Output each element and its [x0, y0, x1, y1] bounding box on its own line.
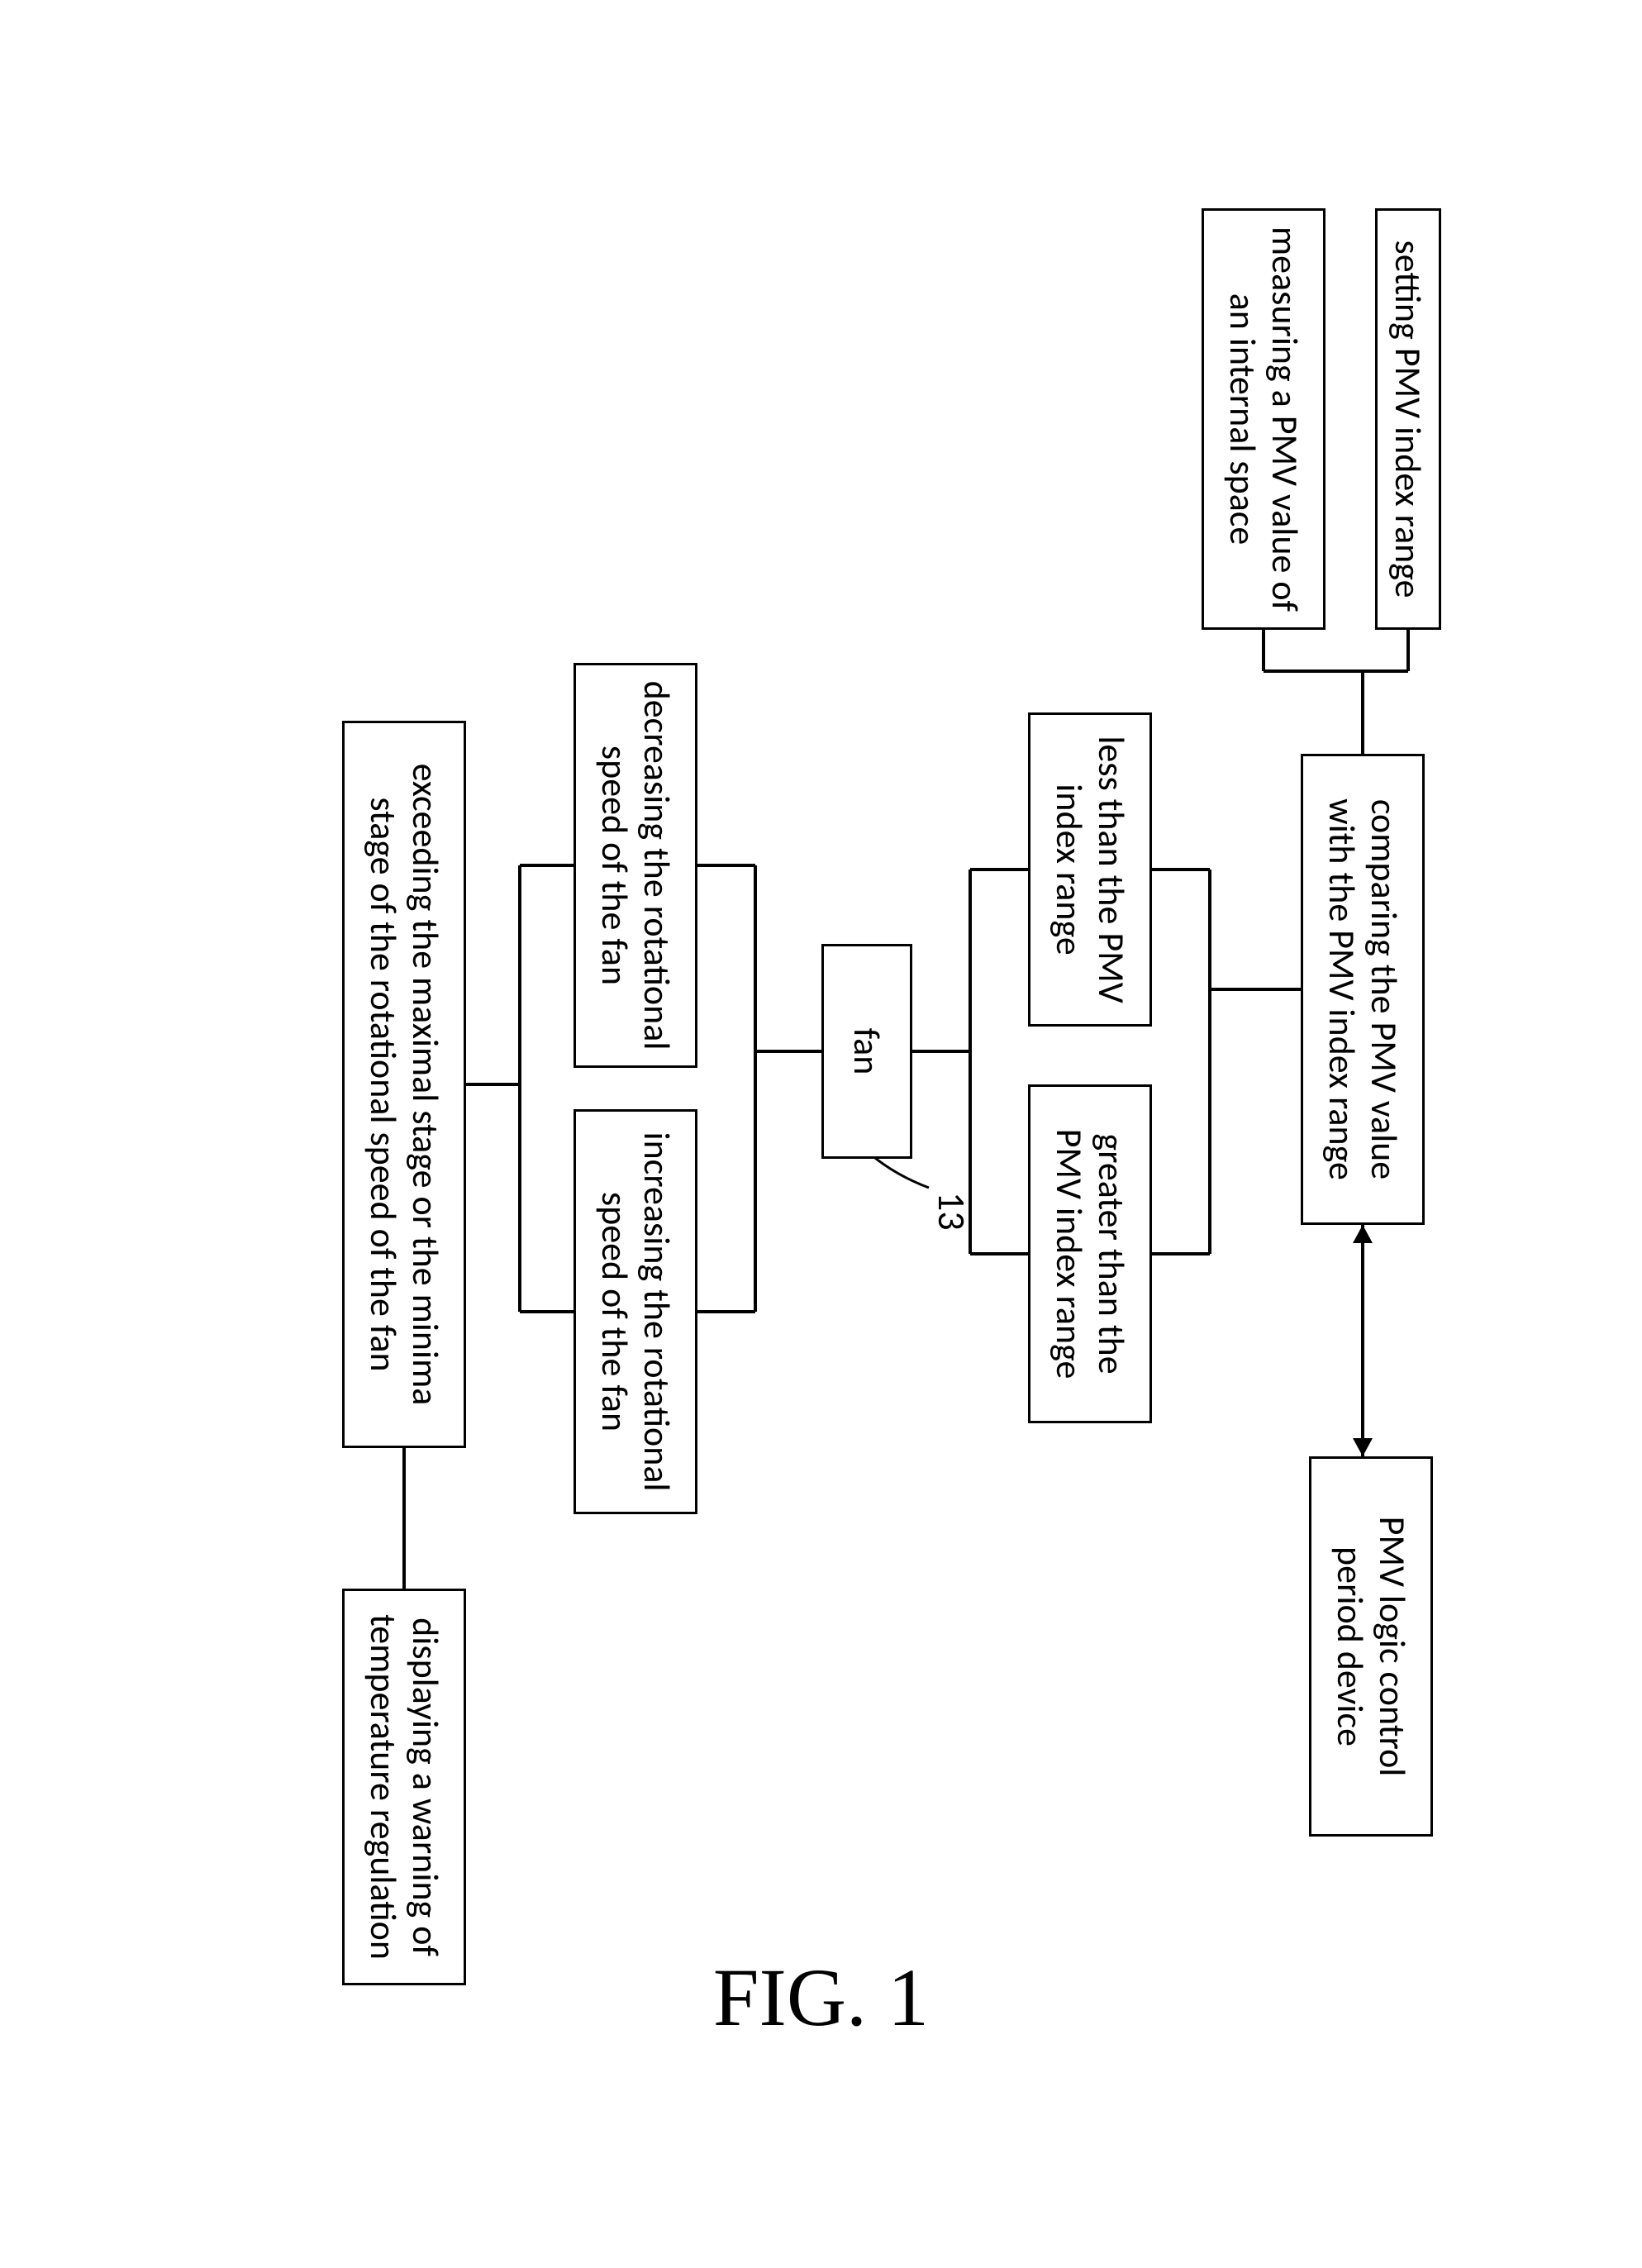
node-greater-than: greater than the PMV index range: [1028, 1084, 1152, 1423]
node-increase-speed: increasing the rotational speed of the f…: [574, 1109, 697, 1514]
node-logic-device: PMV logic control period device: [1309, 1456, 1433, 1837]
node-label: measuring a PMV value of an internal spa…: [1221, 226, 1305, 612]
node-label: comparing the PMV value with the PMV ind…: [1321, 771, 1404, 1208]
node-compare: comparing the PMV value with the PMV ind…: [1301, 754, 1425, 1225]
node-label: fan: [845, 1028, 888, 1075]
node-measure-pmv: measuring a PMV value of an internal spa…: [1202, 208, 1325, 630]
node-label: increasing the rotational speed of the f…: [593, 1127, 677, 1497]
node-fan: fan: [821, 944, 912, 1159]
node-label: exceeding the maximal stage or the minim…: [362, 738, 445, 1431]
node-label: decreasing the rotational speed of the f…: [593, 680, 677, 1051]
callout-text: 13: [928, 1192, 974, 1231]
caption-text: FIG. 1: [713, 1951, 929, 2043]
node-less-than: less than the PMV index range: [1028, 712, 1152, 1027]
node-label: less than the PMV index range: [1048, 730, 1131, 1009]
node-label: displaying a warning of temperature regu…: [362, 1606, 445, 1968]
flowchart: setting PMV index range measuring a PMV …: [119, 142, 1524, 2126]
node-label: greater than the PMV index range: [1048, 1102, 1131, 1406]
node-decrease-speed: decreasing the rotational speed of the f…: [574, 663, 697, 1068]
node-label: setting PMV index range: [1387, 241, 1429, 598]
callout-ref-13: 13: [928, 1192, 974, 1231]
node-exceed-limit: exceeding the maximal stage or the minim…: [342, 721, 466, 1448]
figure-caption: FIG. 1: [0, 1950, 1642, 2045]
node-set-pmv-range: setting PMV index range: [1375, 208, 1441, 630]
node-label: PMV logic control period device: [1329, 1474, 1412, 1819]
node-warning: displaying a warning of temperature regu…: [342, 1589, 466, 1985]
page: setting PMV index range measuring a PMV …: [0, 0, 1642, 2268]
